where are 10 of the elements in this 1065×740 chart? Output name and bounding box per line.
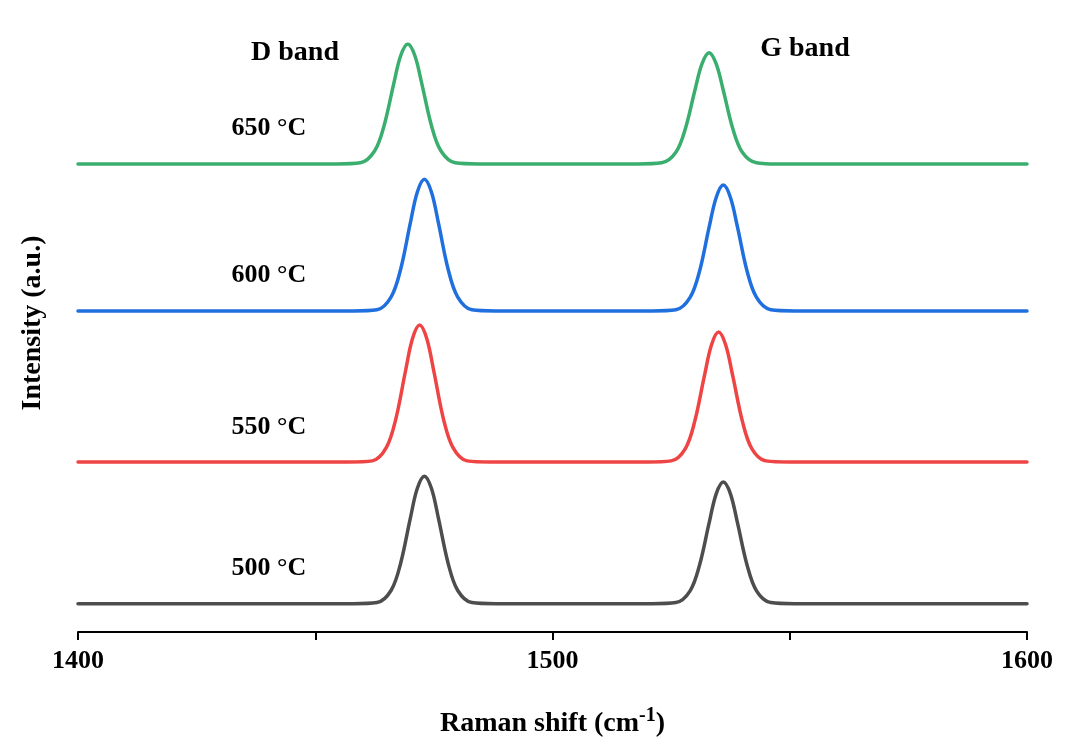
series-label: 550 °C [231, 410, 307, 440]
annotation: G band [760, 30, 851, 62]
annotation: D band [251, 34, 340, 66]
series-label: 650 °C [231, 112, 307, 142]
x-tick-label: 1500 [526, 644, 579, 674]
y-axis-title: Intensity (a.u.) [14, 235, 46, 411]
x-tick-label: 1400 [52, 644, 104, 674]
x-tick-label: 1600 [1001, 644, 1053, 674]
series-label: 600 °C [231, 259, 307, 289]
series-label: 500 °C [231, 552, 307, 582]
